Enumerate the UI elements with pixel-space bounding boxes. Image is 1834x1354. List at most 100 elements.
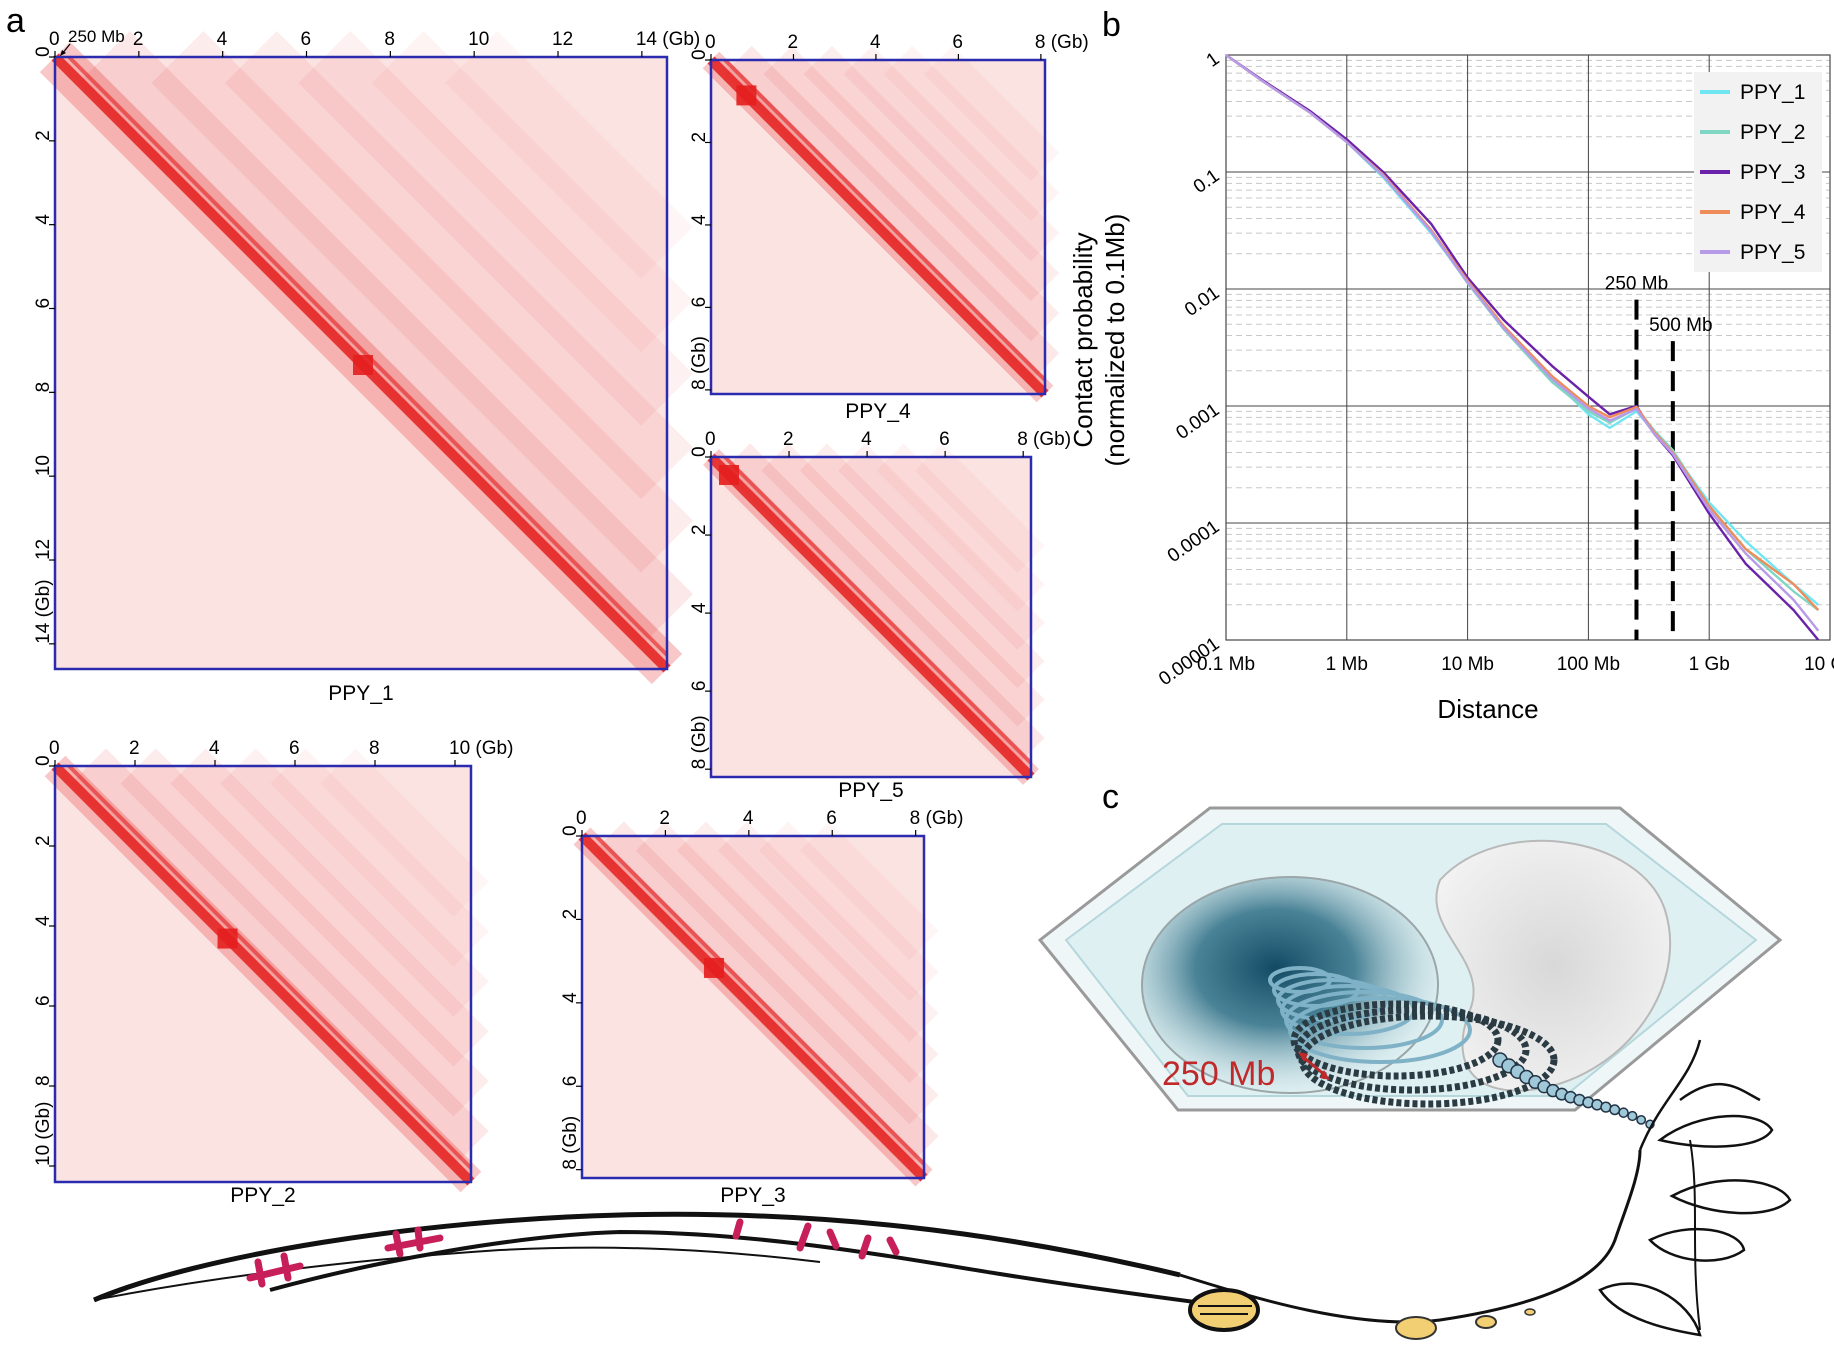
chart-legend-label: PPY_5 [1740,241,1805,264]
heatmap-offdiag-band [594,821,939,1166]
gray-organelle [1435,839,1672,1092]
heatmap-top-tick-label: 4 [861,429,872,450]
chart-y-tick-label: 0.01 [1181,282,1223,320]
chromatin-marks [246,1218,900,1288]
heatmap-offdiag-band [170,748,489,1067]
chart-series-ppy_5 [1225,54,1820,632]
heatmap-dense-block [719,465,739,485]
heatmap-frame [53,764,473,1184]
heatmap-top-tick-label: 0 [49,29,60,50]
heatmap-left-tick-label: 8 [33,382,54,393]
heatmap-offdiag-band [843,45,1060,262]
heatmap-left-tick-label: 6 [560,1076,581,1087]
chromatin-coil [1268,966,1655,1129]
heatmap-offdiag-band [803,45,1060,302]
heatmap-left-tick-label: 2 [560,909,581,920]
heatmap-offdiag-band [371,31,693,353]
heatmap-top-tick-label: 8 [384,29,395,50]
heatmap-diagonal [578,832,928,1182]
chart-x-tick-label: 0.1 Mb [1197,654,1255,675]
panel-c-250mb-label: 250 Mb [1162,1055,1275,1093]
heatmap-top-tick-label: 2 [787,32,798,53]
heatmap-top-tick-label: 0 [705,32,716,53]
heatmap-ppy2: 0 2 4 6 8 10 (Gb) 0 2 4 6 8 10 (Gb) PPY_2 [33,738,513,1207]
heatmap-left-tick-label: 4 [33,915,54,926]
heatmap-left-tick-label: 6 [689,681,710,692]
heatmap-top-tick-label: 8 [369,738,380,759]
chart-x-tick-label: 1 Mb [1326,654,1368,675]
heatmap-frame [580,834,926,1180]
flagellum [1179,1149,1642,1324]
heatmap-top-tick-label: 8 (Gb) [1017,429,1071,450]
heatmap-offdiag-band [723,443,1045,765]
heatmap-left-tick-label: 2 [33,835,54,846]
heatmap-caption: PPY_5 [838,779,903,802]
heatmap-secondary-diagonal [594,834,926,1166]
granule-medium [1395,1316,1437,1340]
heatmap-offdiag-band [224,31,693,500]
heatmap-top-tick-label: 6 [301,29,312,50]
heatmap-left-tick-label: 14 (Gb) [33,579,54,643]
heatmap-offdiag-band [445,31,693,279]
flagella-loops [1598,1082,1792,1337]
coil-bead [1609,1104,1621,1116]
heatmap-offdiag-band [298,31,693,426]
heatmap-offdiag-band [759,821,939,1001]
coil-bead [1600,1101,1612,1113]
heatmap-top-tick-label: 0 [49,738,60,759]
heatmap-left-tick-label: 0 [560,825,581,836]
heatmap-ppy1: 0 2 4 6 8 10 12 14 (Gb) 0 2 4 6 8 10 12 14 (Gb) PPY_1 [33,29,700,705]
coil-loop [1298,1012,1558,1108]
heatmap-offdiag-band [915,443,1045,573]
heatmap-caption: PPY_1 [328,682,393,705]
panel-c-arrow [1301,1054,1327,1078]
coil-bead [1636,1114,1647,1125]
chart-y-tick-label: 0.001 [1172,399,1223,443]
heatmap-offdiag-band [799,443,1045,689]
heatmap-left-tick-label: 4 [689,214,710,225]
heatmap-offdiag-band [635,821,939,1125]
heatmap-caption: PPY_4 [845,400,911,423]
heatmap-frame [709,455,1033,779]
heatmap-diagonal [51,762,475,1186]
chart-y-tick-label: 1 [1203,48,1224,71]
chart-legend-label: PPY_2 [1740,121,1805,144]
coil-loop [1294,1006,1530,1094]
chart-series-ppy_3 [1225,54,1820,641]
heatmap-top-tick-label: 10 (Gb) [449,738,513,759]
heatmap-offdiag-band [70,748,489,1167]
heatmap-top-tick-label: 4 [209,738,220,759]
heatmap-left-tick-label: 12 [33,539,54,560]
heatmap-top-tick-label: 2 [133,29,144,50]
heatmap-left-tick-label: 2 [33,130,54,141]
chart-y-tick-label: 0.1 [1190,165,1224,197]
heatmap-top-tick-label: 8 (Gb) [910,808,964,829]
heatmap-ppy3: 0 2 4 6 8 (Gb) 0 2 4 6 8 (Gb) PPY_3 [560,808,964,1207]
chart-x-tick-label: 1 Gb [1689,654,1730,675]
heatmap-caption: PPY_2 [230,1184,295,1207]
chart-y-tick-label: 0.0001 [1164,516,1224,567]
heatmap-left-tick-label: 8 (Gb) [560,1116,581,1170]
chart-reference-label: 500 Mb [1649,315,1712,336]
heatmap-secondary-diagonal [723,58,1047,382]
heatmap-left-tick-label: 4 [689,602,710,613]
heatmap-top-tick-label: 0 [705,429,716,450]
heatmap-top-tick-label: 6 [289,738,300,759]
chart-x-axis-title: Distance [1437,694,1538,724]
heatmap-left-tick-label: 0 [689,49,710,60]
heatmap-left-tick-label: 4 [560,992,581,1003]
heatmap-left-tick-label: 0 [689,446,710,457]
heatmap-dense-block [703,957,724,978]
heatmap-dense-block [736,85,757,106]
heatmap-offdiag-band [763,45,1060,342]
chart-legend-label: PPY_3 [1740,161,1805,184]
heatmap-top-tick-label: 6 [939,429,950,450]
heatmap-offdiag-band [876,443,1045,612]
heatmap-top-tick-label: 4 [743,808,754,829]
heatmap-top-tick-label: 2 [659,808,670,829]
heatmap-top-tick-label: 6 [952,32,963,53]
heatmap-offdiag-band [270,748,489,967]
heatmap-top-tick-label: 4 [870,32,881,53]
elongated-cell-illustration [93,1039,1792,1340]
